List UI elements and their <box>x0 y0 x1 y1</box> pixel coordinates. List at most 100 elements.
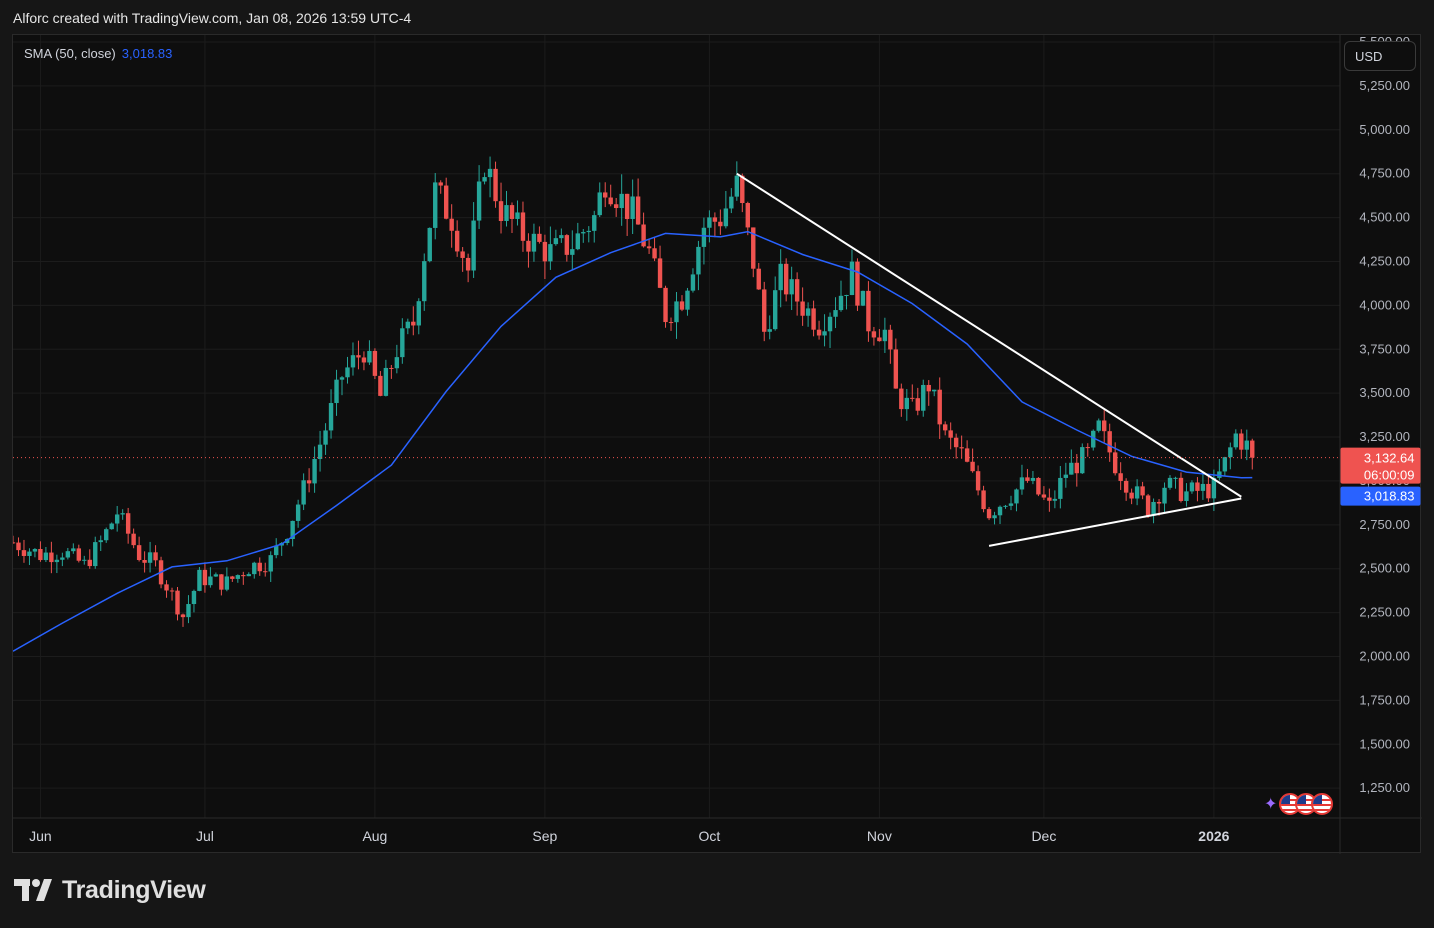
candle-body <box>454 230 460 252</box>
y-tick-label: 4,500.00 <box>1359 210 1410 225</box>
candle-body <box>1211 477 1217 499</box>
sparkle-icon: ✦ <box>1264 796 1278 813</box>
x-tick-label: Aug <box>362 828 387 844</box>
candle-body <box>202 569 208 586</box>
candle-body <box>849 261 855 296</box>
candle-body <box>959 447 964 449</box>
candle-body <box>800 301 805 316</box>
candle-body <box>899 388 904 410</box>
candle-body <box>756 268 761 290</box>
candle-body <box>504 205 509 221</box>
candle-body <box>153 552 158 561</box>
event-markers[interactable]: ✦ <box>1264 791 1334 817</box>
candle-body <box>537 233 542 242</box>
candle-body <box>219 574 224 590</box>
candle-body <box>751 227 756 269</box>
candle-body <box>142 560 147 563</box>
currency-button[interactable]: USD <box>1344 41 1416 71</box>
candle-body <box>208 576 213 586</box>
candle-body <box>465 257 471 271</box>
candle-body <box>487 168 493 178</box>
candle-body <box>191 590 197 605</box>
candle-body <box>389 367 394 369</box>
candle-body <box>131 533 136 546</box>
candle-body <box>21 550 27 556</box>
sma-price-badge <box>1340 486 1421 506</box>
candle-body <box>1156 501 1162 504</box>
candle-body <box>816 329 822 336</box>
candle-body <box>997 506 1003 516</box>
candle-body <box>619 193 624 209</box>
candle-body <box>350 355 356 368</box>
x-tick-label: Jun <box>29 828 52 844</box>
x-tick-label: Jul <box>196 828 214 844</box>
candle-body <box>476 181 482 221</box>
candle-body <box>383 367 389 396</box>
candle-body <box>493 168 498 202</box>
candle-body <box>926 384 931 392</box>
candle-body <box>268 555 273 572</box>
candle-body <box>712 217 718 222</box>
candle-body <box>422 261 427 302</box>
candle-body <box>696 246 701 275</box>
candle-body <box>734 175 740 197</box>
candle-body <box>592 215 597 231</box>
candle-body <box>1162 487 1167 504</box>
candle-body <box>668 322 674 324</box>
candle-body <box>1233 433 1239 448</box>
candle-body <box>877 337 882 342</box>
candle-body <box>893 349 899 389</box>
candle-body <box>745 203 750 228</box>
candle-body <box>378 375 383 396</box>
price-chart[interactable]: 1,250.00 1,500.00 1,750.00 2,000.00 2,250.00… <box>13 35 1422 854</box>
trendline[interactable] <box>736 172 1242 498</box>
candle-body <box>295 504 301 521</box>
y-tick-label: 4,250.00 <box>1359 253 1410 268</box>
candle-body <box>136 545 142 561</box>
y-tick-label: 2,750.00 <box>1359 517 1410 532</box>
candle-body <box>306 480 312 484</box>
candle-body <box>125 513 131 534</box>
candle-body <box>827 316 833 332</box>
candle-body <box>630 196 635 219</box>
candle-body <box>838 295 844 311</box>
candle-body <box>449 218 454 231</box>
candle-body <box>1085 447 1090 449</box>
candle-body <box>120 513 125 515</box>
candle-body <box>603 192 608 198</box>
candle-body <box>367 350 372 363</box>
candle-body <box>257 562 262 572</box>
candle-body <box>180 614 186 618</box>
y-tick-label: 5,250.00 <box>1359 78 1410 93</box>
trendline[interactable] <box>988 497 1242 547</box>
candle-body <box>1069 462 1074 475</box>
candle-body <box>197 569 202 591</box>
candle-body <box>38 548 43 561</box>
candle-body <box>1063 474 1069 478</box>
indicator-legend[interactable]: SMA (50, close) 3,018.83 <box>24 46 172 61</box>
candle-body <box>1096 420 1101 431</box>
candle-body <box>230 576 235 579</box>
candle-body <box>1091 430 1096 448</box>
candle-body <box>1184 491 1189 502</box>
chart-pane[interactable]: 1,250.00 1,500.00 1,750.00 2,000.00 2,250.00… <box>12 34 1422 854</box>
tradingview-logo[interactable]: TradingView <box>14 872 206 908</box>
candle-body <box>613 204 619 209</box>
candle-body <box>685 290 690 310</box>
candle-body <box>98 540 103 543</box>
candle-body <box>564 235 570 255</box>
candle-body <box>794 279 800 302</box>
candle-body <box>970 461 975 472</box>
us-flag-icon[interactable] <box>1311 793 1334 815</box>
y-tick-label: 3,500.00 <box>1359 385 1410 400</box>
y-tick-label: 5,000.00 <box>1359 122 1410 137</box>
candle-body <box>690 274 696 291</box>
candle-body <box>1129 492 1134 499</box>
candle-body <box>1195 482 1200 491</box>
candle-body <box>328 403 334 431</box>
candle-body <box>866 290 871 332</box>
candle-body <box>1145 495 1151 516</box>
candle-body <box>1008 503 1014 506</box>
candle-body <box>992 515 997 519</box>
candle-body <box>570 249 575 255</box>
